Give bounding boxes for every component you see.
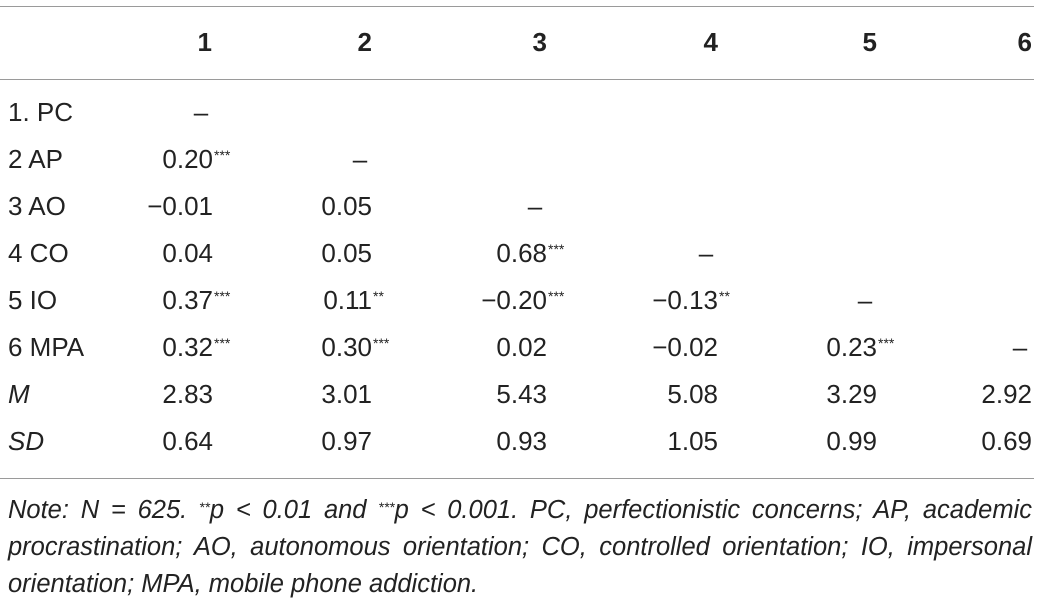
column-header-4: 4	[703, 27, 718, 57]
table-cell: 3.01	[321, 378, 372, 410]
cell-value: –	[527, 191, 543, 221]
cell-value: 5.43	[496, 379, 547, 409]
significance-marker: **	[719, 288, 730, 304]
cell-value: 0.30	[321, 332, 372, 362]
cell-value: 0.02	[496, 332, 547, 362]
significance-marker: ***	[548, 288, 565, 304]
cell-value: 5.08	[667, 379, 718, 409]
table-cell: 1.05	[667, 425, 718, 457]
cell-value: 0.93	[496, 426, 547, 456]
table-cell: 0.05	[321, 237, 372, 269]
row-label: SD	[8, 426, 45, 456]
column-header-2: 2	[357, 27, 372, 57]
significance-marker: ***	[214, 288, 231, 304]
cell-value: 2.92	[981, 379, 1032, 409]
row-label: 3 AO	[8, 191, 66, 221]
cell-value: −0.01	[147, 191, 213, 221]
column-header-1: 1	[197, 27, 212, 57]
significance-marker: ***	[373, 335, 390, 351]
table-cell: –	[353, 143, 367, 175]
table-header-rule	[0, 79, 1034, 80]
cell-value: −0.13	[652, 285, 718, 315]
table-cell: 0.68***	[496, 237, 564, 269]
cell-value: –	[698, 238, 714, 268]
table-cell: 3.29	[826, 378, 877, 410]
row-label: 2 AP	[8, 144, 63, 174]
column-header-5: 5	[862, 27, 877, 57]
table-cell: −0.02	[652, 331, 718, 363]
table-cell: 0.32***	[162, 331, 230, 363]
cell-value: 2.83	[162, 379, 213, 409]
note-text-1: Note: N = 625.	[8, 496, 199, 524]
table-cell: 0.11**	[323, 284, 384, 316]
cell-value: 0.68	[496, 238, 547, 268]
cell-value: 0.11	[323, 285, 372, 315]
table-cell: 0.20***	[162, 143, 230, 175]
cell-value: 0.20	[162, 144, 213, 174]
cell-value: 0.04	[162, 238, 213, 268]
table-cell: –	[528, 190, 542, 222]
row-label: 5 IO	[8, 285, 58, 315]
table-cell: 0.30***	[321, 331, 389, 363]
table-cell: –	[1013, 331, 1027, 363]
table-cell: 0.99	[826, 425, 877, 457]
table-cell: −0.13**	[652, 284, 730, 316]
cell-value: 3.29	[826, 379, 877, 409]
table-cell: −0.20***	[481, 284, 564, 316]
table-cell: –	[699, 237, 713, 269]
cell-value: –	[193, 97, 209, 127]
table-cell: 2.92	[981, 378, 1032, 410]
cell-value: –	[857, 285, 873, 315]
column-header-3: 3	[532, 27, 547, 57]
note-text-2: p < 0.01 and	[209, 496, 379, 524]
significance-marker: ***	[214, 147, 231, 163]
cell-value: –	[1012, 332, 1028, 362]
table-top-rule	[0, 6, 1034, 7]
cell-value: 0.69	[981, 426, 1032, 456]
table-cell: 0.02	[496, 331, 547, 363]
table-cell: –	[858, 284, 872, 316]
table-bottom-rule	[0, 478, 1034, 479]
table-cell: 2.83	[162, 378, 213, 410]
table-cell: 0.93	[496, 425, 547, 457]
table-cell: 5.08	[667, 378, 718, 410]
significance-marker: ***	[878, 335, 895, 351]
cell-value: 3.01	[321, 379, 372, 409]
row-label: 1. PC	[8, 97, 74, 127]
significance-marker: ***	[548, 241, 565, 257]
cell-value: 0.05	[321, 238, 372, 268]
significance-marker: ***	[214, 335, 231, 351]
table-cell: 0.23***	[826, 331, 894, 363]
cell-value: −0.02	[652, 332, 718, 362]
row-label: 4 CO	[8, 238, 69, 268]
table-cell: 0.05	[321, 190, 372, 222]
cell-value: 0.05	[321, 191, 372, 221]
table-cell: –	[194, 96, 208, 128]
cell-value: 0.99	[826, 426, 877, 456]
significance-marker: **	[373, 288, 384, 304]
cell-value: 0.64	[162, 426, 213, 456]
table-cell: 0.69	[981, 425, 1032, 457]
cell-value: 1.05	[667, 426, 718, 456]
cell-value: –	[352, 144, 368, 174]
table-cell: 0.37***	[162, 284, 230, 316]
cell-value: 0.32	[162, 332, 213, 362]
note-sig-1: **	[199, 499, 210, 515]
cell-value: 0.37	[162, 285, 213, 315]
column-header-6: 6	[1017, 27, 1032, 57]
table-cell: −0.01	[147, 190, 213, 222]
cell-value: 0.97	[321, 426, 372, 456]
row-label: M	[8, 379, 30, 409]
cell-value: −0.20	[481, 285, 547, 315]
table-note: Note: N = 625. **p < 0.01 and ***p < 0.0…	[8, 492, 1032, 603]
table-cell: 0.64	[162, 425, 213, 457]
table-cell: 0.97	[321, 425, 372, 457]
cell-value: 0.23	[826, 332, 877, 362]
table-cell: 0.04	[162, 237, 213, 269]
note-text-3: p < 0.001. PC, perfectionistic concerns;…	[8, 496, 1032, 598]
table-cell: 5.43	[496, 378, 547, 410]
row-label: 6 MPA	[8, 332, 85, 362]
note-sig-2: ***	[378, 499, 395, 515]
